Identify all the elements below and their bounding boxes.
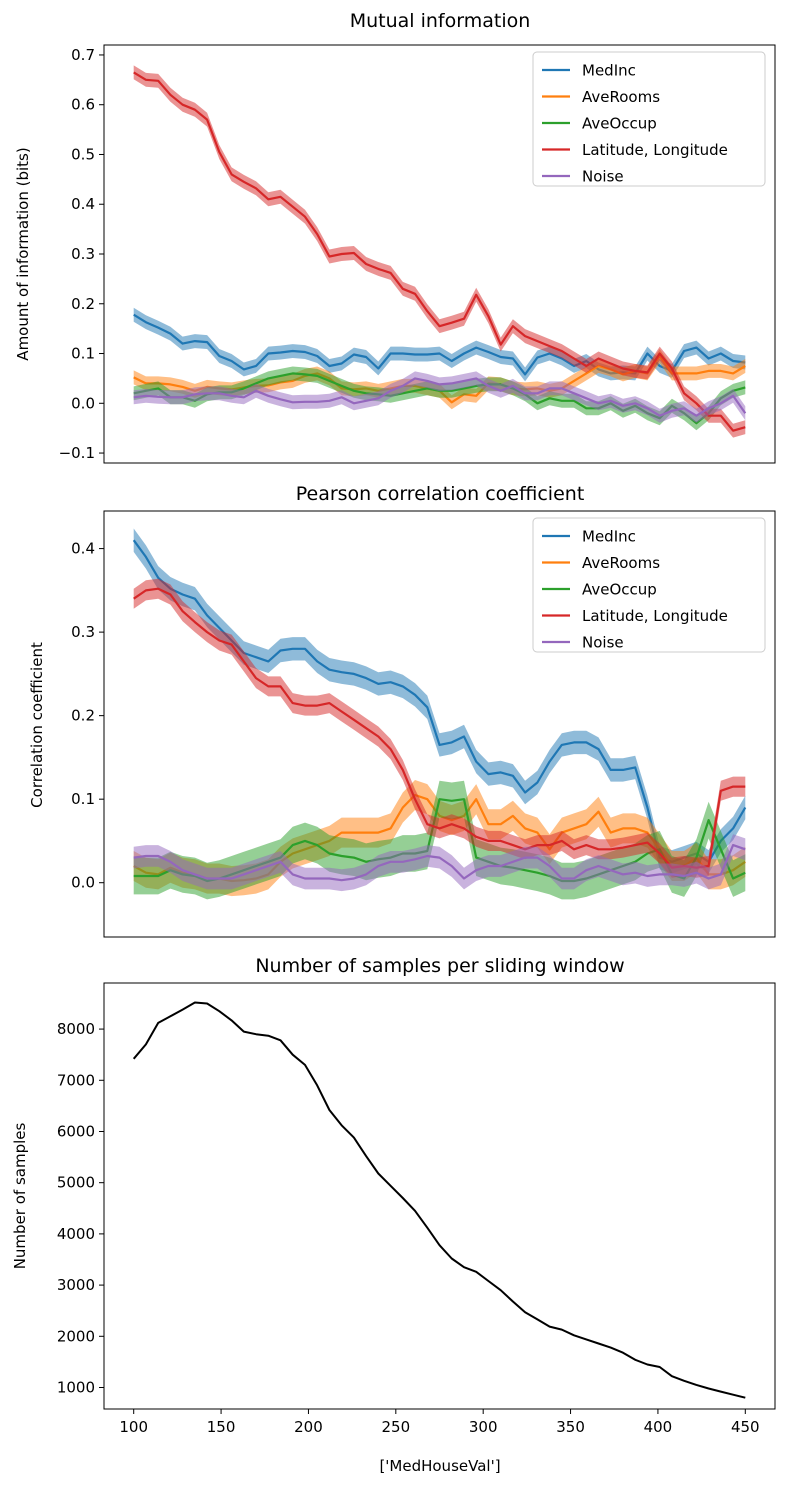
- legend-label-medinc: MedInc: [582, 62, 636, 80]
- y-tick-label: −0.1: [59, 444, 95, 462]
- legend-label-averooms: AveRooms: [582, 88, 660, 106]
- band-noise: [133, 834, 746, 892]
- y-tick-label: 0.4: [71, 195, 95, 213]
- legend-label-noise: Noise: [582, 634, 624, 652]
- y-tick-label: 0.7: [71, 46, 95, 64]
- y-tick-label: 1000: [57, 1378, 95, 1396]
- legend-label-aveoccup: AveOccup: [582, 581, 657, 599]
- series-line-latitude-longitude: [133, 587, 746, 869]
- legend-label-latitude-longitude: Latitude, Longitude: [582, 141, 728, 159]
- y-tick-label: 2000: [57, 1327, 95, 1345]
- x-tick-label: 300: [469, 1418, 498, 1436]
- plot-frame: [103, 982, 776, 1410]
- y-tick-label: 5000: [57, 1174, 95, 1192]
- y-tick-label: 0.6: [71, 96, 95, 114]
- x-tick-label: 350: [556, 1418, 585, 1436]
- x-tick-label: 250: [381, 1418, 410, 1436]
- series-line-medinc: [133, 313, 746, 376]
- series-line-noise: [133, 843, 746, 882]
- band-aveoccup: [133, 366, 746, 431]
- x-tick-label: 400: [644, 1418, 673, 1436]
- legend-label-medinc: MedInc: [582, 528, 636, 546]
- pearson-correlation-title: Pearson correlation coefficient: [296, 483, 585, 505]
- y-tick-label: 0.2: [71, 295, 95, 313]
- y-tick-label: 0.1: [71, 790, 95, 808]
- x-tick-label: 200: [294, 1418, 323, 1436]
- plot-frame: [103, 510, 776, 938]
- legend-label-latitude-longitude: Latitude, Longitude: [582, 607, 728, 625]
- legend-label-noise: Noise: [582, 168, 624, 186]
- pearson-correlation-panel: Pearson correlation coefficient Correlat…: [28, 483, 776, 938]
- y-tick-label: 0.2: [71, 707, 95, 725]
- y-tick-label: 0.3: [71, 623, 95, 641]
- mutual-information-panel: Mutual information Amount of information…: [14, 10, 776, 464]
- legend-label-aveoccup: AveOccup: [582, 115, 657, 133]
- y-tick-label: 0.1: [71, 345, 95, 363]
- y-tick-label: 4000: [57, 1225, 95, 1243]
- y-tick-label: 8000: [57, 1020, 95, 1038]
- y-tick-label: 0.4: [71, 540, 95, 558]
- y-tick-label: 0.0: [71, 394, 95, 412]
- x-axis-label: ['MedHouseVal']: [379, 1457, 500, 1475]
- y-tick-label: 0.3: [71, 245, 95, 263]
- y-tick-label: 0.5: [71, 145, 95, 163]
- x-tick-label: 450: [731, 1418, 760, 1436]
- samples-panel: Number of samples per sliding window Num…: [11, 955, 776, 1475]
- series-line-noise: [133, 377, 747, 417]
- samples-title: Number of samples per sliding window: [255, 955, 624, 977]
- samples-ylabel: Number of samples: [11, 1123, 29, 1270]
- mutual-information-title: Mutual information: [350, 10, 531, 32]
- y-tick-label: 7000: [57, 1071, 95, 1089]
- y-tick-label: 6000: [57, 1122, 95, 1140]
- y-tick-label: 3000: [57, 1276, 95, 1294]
- legend-box: [532, 517, 766, 653]
- mutual-information-ylabel: Amount of information (bits): [14, 147, 32, 360]
- band-noise: [133, 371, 746, 423]
- legend-box: [532, 51, 766, 187]
- series-line-latitude-longitude: [133, 71, 746, 432]
- legend-label-averooms: AveRooms: [582, 554, 660, 572]
- plot-frame: [103, 44, 776, 464]
- pearson-correlation-ylabel: Correlation coefficient: [28, 642, 46, 808]
- x-tick-label: 100: [119, 1418, 148, 1436]
- series-line-samples: [132, 1001, 746, 1399]
- x-tick-label: 150: [207, 1418, 236, 1436]
- y-tick-label: 0.0: [71, 874, 95, 892]
